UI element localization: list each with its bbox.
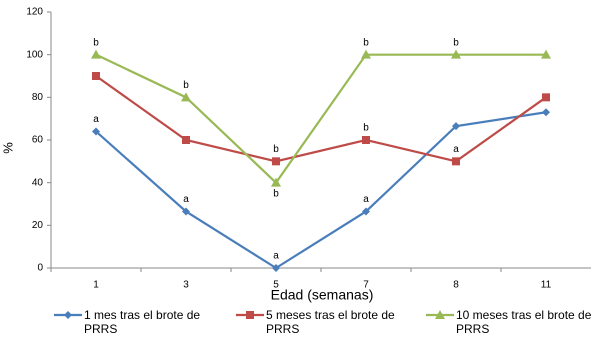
data-label: b (363, 123, 369, 134)
data-label: b (453, 37, 459, 48)
y-tick-label: 120 (26, 7, 43, 18)
point (92, 127, 100, 136)
data-label: b (273, 144, 279, 155)
x-tick-label: 5 (273, 280, 279, 291)
data-label: a (363, 194, 369, 205)
point (452, 122, 460, 131)
data-label: a (453, 144, 459, 155)
data-label: b (363, 37, 369, 48)
data-label: a (183, 194, 189, 205)
legend-item: 1 mes tras el brote de PRRS (52, 308, 234, 336)
point (272, 157, 280, 166)
point (452, 157, 460, 166)
legend-label: 1 mes tras el brote de PRRS (84, 308, 201, 336)
point (361, 49, 371, 59)
legend-swatch (54, 311, 82, 319)
y-tick-label: 60 (32, 135, 44, 146)
legend-swatch (426, 310, 454, 319)
point (541, 49, 551, 59)
x-tick-label: 11 (541, 280, 552, 291)
point (451, 49, 461, 59)
data-label: a (93, 114, 99, 125)
point (182, 136, 190, 144)
x-axis-title: Edad (semanas) (271, 287, 374, 303)
y-tick-label: 80 (32, 92, 44, 103)
point (92, 72, 100, 80)
legend-marker (435, 310, 445, 319)
point (181, 92, 191, 102)
y-tick-label: 0 (37, 263, 43, 274)
y-axis-title: % (0, 142, 15, 154)
point (362, 136, 370, 144)
legend-marker (246, 311, 254, 319)
data-label: a (273, 251, 279, 262)
point (91, 49, 101, 59)
legend-swatch (236, 311, 264, 319)
x-tick-label: 7 (363, 280, 369, 291)
data-label: b (273, 188, 279, 199)
series-line (95, 53, 546, 185)
x-tick-label: 8 (453, 280, 459, 291)
legend-label: 5 meses tras el brote de PRRS (266, 308, 395, 336)
data-label: b (93, 37, 99, 48)
data-label: b (183, 80, 189, 91)
point (362, 207, 370, 216)
y-tick-label: 40 (32, 177, 44, 188)
legend-item: 5 meses tras el brote de PRRS (234, 308, 416, 336)
y-tick-label: 100 (26, 49, 43, 60)
point (272, 264, 280, 272)
legend-marker (64, 311, 72, 319)
legend-label: 10 meses tras el brote de PRRS (456, 308, 592, 336)
point (542, 108, 550, 117)
point (542, 93, 550, 102)
series-line (95, 111, 547, 270)
point (271, 177, 281, 187)
x-tick-label: 3 (183, 280, 189, 291)
series-line (95, 75, 547, 163)
y-tick-label: 20 (32, 220, 44, 231)
legend-item: 10 meses tras el brote de PRRS (424, 308, 606, 336)
point (182, 207, 190, 216)
x-tick-label: 1 (93, 280, 99, 291)
